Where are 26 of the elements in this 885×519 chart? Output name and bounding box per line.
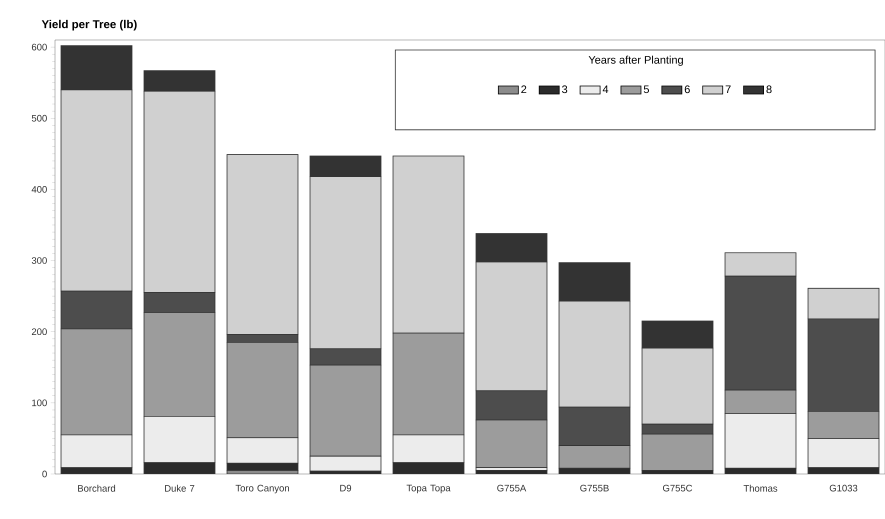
x-tick-label: G1033	[830, 484, 858, 492]
y-tick-label: 200	[32, 328, 47, 336]
x-tick-label: G755C	[662, 484, 692, 492]
x-tick-label: G755A	[497, 484, 526, 492]
y-tick-label: 600	[32, 44, 47, 50]
y-tick-label: 500	[32, 114, 47, 122]
x-tick-label: Borchard	[78, 484, 116, 492]
legend-label: 8	[766, 85, 772, 94]
legend-label: 6	[684, 85, 690, 94]
legend-label: 4	[602, 85, 608, 94]
x-tick-label: Duke 7	[165, 484, 194, 492]
legend-label: 7	[726, 85, 731, 94]
x-tick-label: G755B	[580, 484, 609, 492]
y-tick-label: 0	[42, 470, 47, 478]
y-tick-label: 100	[32, 400, 47, 406]
y-tick-label: 400	[32, 186, 47, 193]
chart-title: Yield per Tree (lb)	[42, 20, 137, 30]
x-tick-label: Thomas	[744, 484, 778, 492]
legend-title: Years after Planting	[588, 56, 683, 66]
legend-label: 2	[521, 85, 526, 94]
x-tick-label: Topa Topa	[406, 484, 451, 494]
x-tick-label: Toro Canyon	[236, 484, 289, 494]
x-tick-label: D9	[340, 484, 352, 492]
legend-label: 3	[562, 85, 568, 94]
legend-label: 5	[644, 85, 649, 94]
y-tick-label: 300	[32, 257, 47, 264]
